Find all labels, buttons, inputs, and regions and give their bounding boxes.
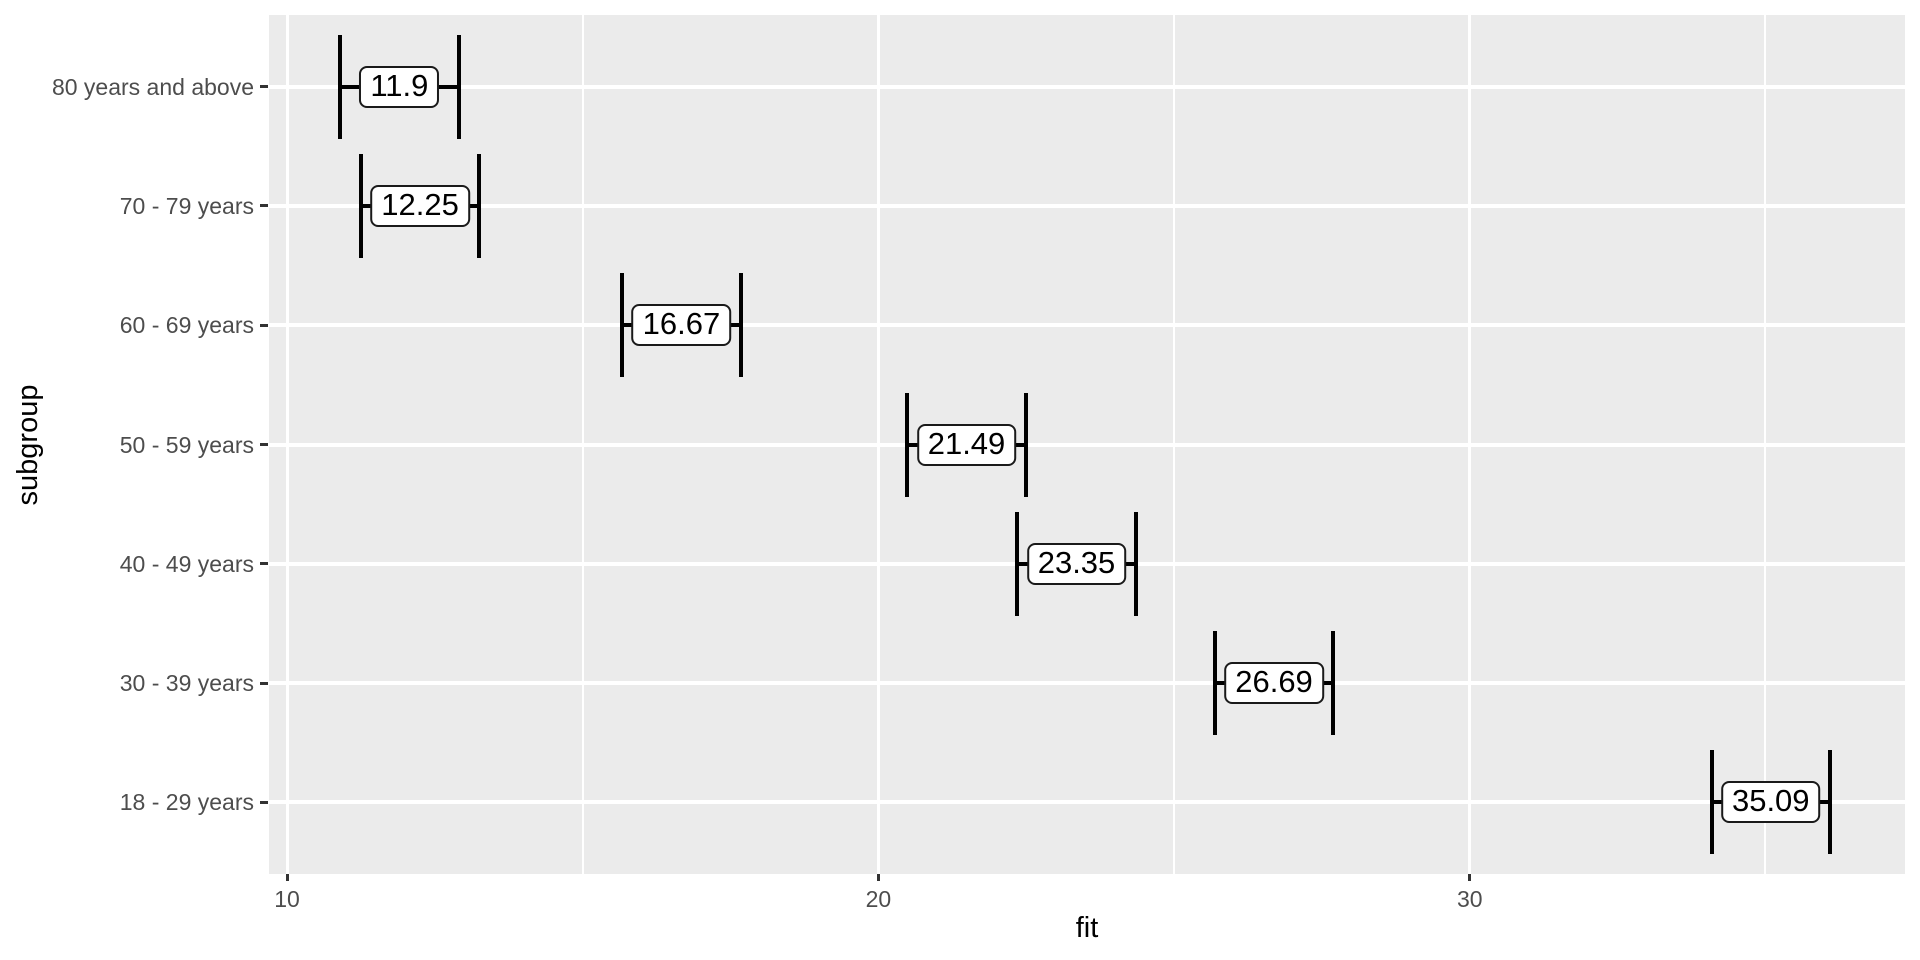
errorbar-left-whisker — [358, 153, 363, 258]
value-label: 26.69 — [1224, 662, 1324, 705]
y-axis-tick-mark — [260, 681, 268, 685]
value-label: 12.25 — [370, 184, 470, 227]
x-axis-tick-label: 10 — [274, 886, 300, 912]
x-axis-title: fit — [1075, 912, 1099, 944]
x-axis-tick-mark — [1468, 874, 1472, 881]
errorbar-right-whisker — [1331, 631, 1336, 736]
errorbar-left-whisker — [338, 34, 343, 139]
errorbar-right-whisker — [1827, 750, 1832, 855]
errorbar-left-whisker — [620, 273, 625, 378]
y-axis-title: subgroup — [12, 384, 44, 505]
y-axis-tick-mark — [260, 800, 268, 804]
errorbar-right-whisker — [456, 34, 461, 139]
errorbar-right-whisker — [1023, 392, 1028, 497]
y-major-gridline — [269, 800, 1905, 805]
y-major-gridline — [269, 323, 1905, 328]
errorbar-left-whisker — [1015, 511, 1020, 616]
y-major-gridline — [269, 203, 1905, 208]
errorbar-left-whisker — [1212, 631, 1217, 736]
errorbar-right-whisker — [477, 153, 482, 258]
y-major-gridline — [269, 442, 1905, 447]
errorbar-left-whisker — [905, 392, 910, 497]
y-axis-tick-mark — [260, 204, 268, 208]
x-axis-tick-label: 20 — [865, 886, 892, 912]
value-label: 23.35 — [1026, 542, 1127, 585]
value-label: 11.9 — [359, 65, 440, 108]
y-axis-tick-mark — [260, 323, 268, 327]
value-label: 35.09 — [1720, 781, 1821, 824]
errorbar-right-whisker — [1133, 511, 1138, 616]
y-axis-tick-label: 40 - 49 years — [119, 550, 254, 577]
y-axis-tick-label: 50 - 59 years — [119, 431, 254, 458]
y-major-gridline — [269, 681, 1905, 686]
y-axis-tick-mark — [260, 85, 268, 89]
x-axis-tick-mark — [285, 874, 289, 881]
y-major-gridline — [269, 84, 1905, 89]
errorbar-right-whisker — [738, 273, 743, 378]
y-axis-tick-label: 18 - 29 years — [119, 789, 254, 816]
y-axis-tick-mark — [260, 443, 268, 446]
value-label: 21.49 — [916, 423, 1017, 466]
value-label: 16.67 — [631, 304, 732, 347]
y-axis-tick-label: 70 - 79 years — [119, 192, 254, 219]
y-axis-tick-label: 80 years and above — [51, 73, 254, 100]
x-axis-tick-mark — [876, 874, 880, 881]
y-axis-tick-label: 60 - 69 years — [119, 312, 254, 339]
x-axis-tick-label: 30 — [1456, 886, 1483, 912]
y-axis-tick-label: 30 - 39 years — [119, 670, 254, 697]
y-axis-tick-mark — [260, 562, 268, 566]
errorbar-left-whisker — [1709, 750, 1714, 855]
